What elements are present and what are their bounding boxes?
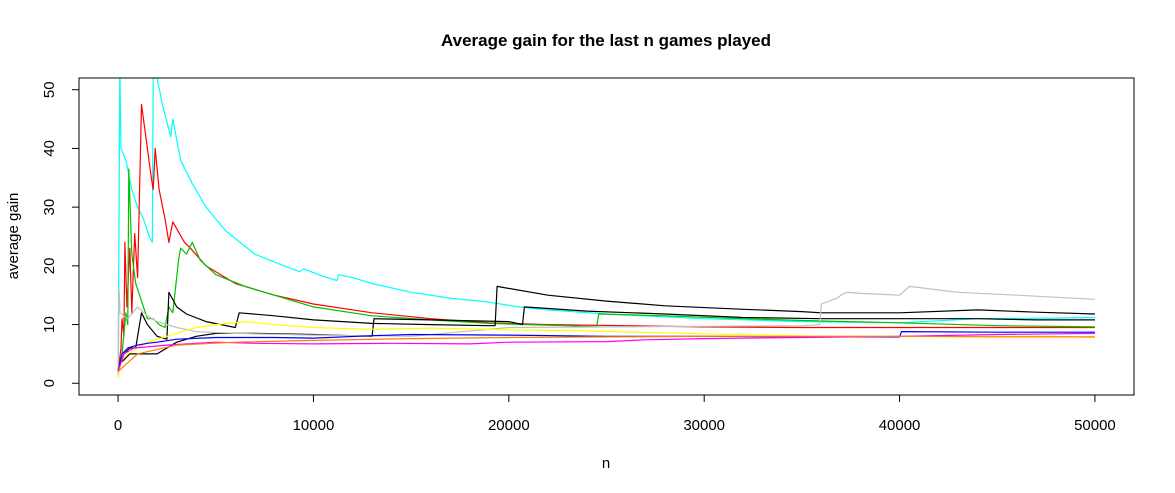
y-axis: 0 10 20 30 40 50 <box>41 81 80 387</box>
x-tick-label: 0 <box>114 417 122 434</box>
series-line-8 <box>117 331 1095 372</box>
chart-title: Average gain for the last n games played <box>441 31 771 50</box>
series-layer <box>117 78 1095 378</box>
y-tick-label: 20 <box>41 258 58 275</box>
series-line-9 <box>117 332 1095 372</box>
y-tick-label: 30 <box>41 199 58 216</box>
series-line-1 <box>117 78 1095 378</box>
x-tick-label: 40000 <box>879 417 921 434</box>
y-tick-label: 10 <box>41 316 58 333</box>
x-axis-title: n <box>602 455 610 472</box>
series-line-4 <box>117 285 1095 372</box>
series-line-2 <box>117 103 1095 372</box>
y-tick-label: 40 <box>41 140 58 157</box>
x-axis: 0 10000 20000 30000 40000 50000 <box>114 394 1116 434</box>
plot-frame <box>78 77 1135 396</box>
series-line-5 <box>117 306 1095 367</box>
y-axis-title: average gain <box>5 193 22 280</box>
series-line-7 <box>117 321 1095 378</box>
y-tick-label: 0 <box>41 379 58 387</box>
x-tick-label: 30000 <box>683 417 725 434</box>
series-line-10 <box>117 335 1095 372</box>
y-tick-label: 50 <box>41 81 58 98</box>
series-line-6 <box>117 285 1095 378</box>
series-line-3 <box>117 168 1095 372</box>
x-tick-label: 10000 <box>293 417 335 434</box>
x-tick-label: 50000 <box>1074 417 1116 434</box>
x-tick-label: 20000 <box>488 417 530 434</box>
